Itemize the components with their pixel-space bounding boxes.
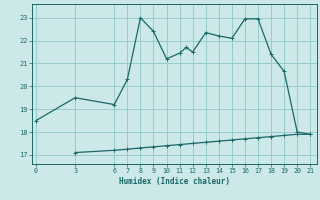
X-axis label: Humidex (Indice chaleur): Humidex (Indice chaleur): [119, 177, 230, 186]
